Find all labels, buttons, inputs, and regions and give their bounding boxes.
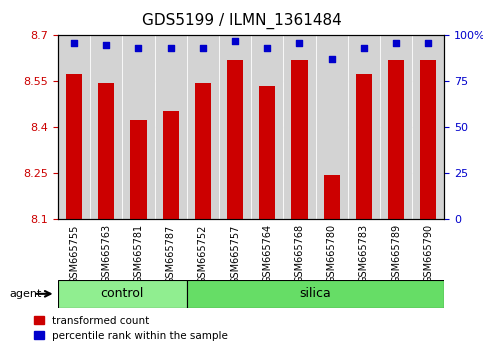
FancyBboxPatch shape	[284, 35, 315, 219]
Point	[263, 45, 271, 51]
Point	[392, 40, 400, 46]
FancyBboxPatch shape	[155, 35, 187, 219]
Point	[70, 40, 78, 46]
Text: agent: agent	[10, 289, 42, 299]
Text: silica: silica	[299, 287, 331, 300]
FancyBboxPatch shape	[58, 35, 90, 219]
Bar	[66, 74, 82, 219]
Point	[425, 40, 432, 46]
Bar	[388, 60, 404, 219]
Text: control: control	[100, 287, 144, 300]
Text: GDS5199 / ILMN_1361484: GDS5199 / ILMN_1361484	[142, 12, 341, 29]
FancyBboxPatch shape	[251, 35, 284, 219]
Bar	[98, 83, 114, 219]
FancyBboxPatch shape	[348, 35, 380, 219]
Bar	[420, 60, 436, 219]
Point	[102, 42, 110, 47]
FancyBboxPatch shape	[380, 35, 412, 219]
Bar	[163, 110, 179, 219]
FancyBboxPatch shape	[187, 35, 219, 219]
Bar	[324, 175, 340, 219]
Bar	[356, 74, 372, 219]
Bar	[259, 86, 275, 219]
FancyBboxPatch shape	[122, 35, 155, 219]
FancyBboxPatch shape	[315, 35, 348, 219]
FancyBboxPatch shape	[187, 280, 444, 308]
Point	[360, 45, 368, 51]
Bar	[195, 83, 211, 219]
Point	[296, 40, 303, 46]
Point	[199, 45, 207, 51]
FancyBboxPatch shape	[58, 280, 187, 308]
Bar	[291, 60, 308, 219]
Bar	[227, 60, 243, 219]
Point	[231, 38, 239, 44]
Bar	[130, 120, 146, 219]
Point	[167, 45, 174, 51]
FancyBboxPatch shape	[219, 35, 251, 219]
FancyBboxPatch shape	[412, 35, 444, 219]
Point	[328, 57, 336, 62]
FancyBboxPatch shape	[90, 35, 122, 219]
Point	[135, 45, 142, 51]
Legend: transformed count, percentile rank within the sample: transformed count, percentile rank withi…	[29, 312, 232, 345]
